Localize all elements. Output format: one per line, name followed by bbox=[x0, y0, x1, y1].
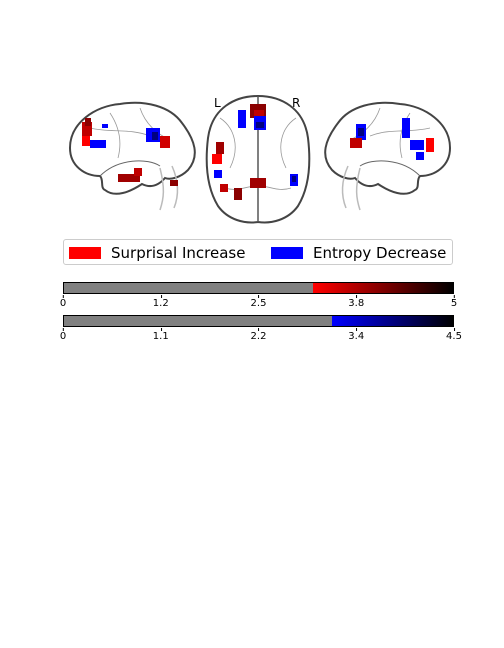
entropy-tick-label: 0 bbox=[59, 328, 67, 342]
sagittal-view-left bbox=[68, 101, 196, 211]
surprisal-tick-label: 2.5 bbox=[250, 295, 267, 309]
sagittal-view-right bbox=[324, 101, 452, 211]
entropy-tick-label: 3.4 bbox=[348, 328, 365, 342]
entropy-blobs-axial bbox=[214, 110, 298, 186]
legend: Surprisal Increase Entropy Decrease bbox=[63, 239, 453, 265]
surprisal-blobs-left bbox=[82, 118, 178, 186]
glass-brain-figure bbox=[68, 94, 452, 224]
entropy-blobs-right bbox=[356, 118, 424, 160]
legend-item-entropy: Entropy Decrease bbox=[271, 243, 446, 263]
legend-label-surprisal: Surprisal Increase bbox=[111, 244, 246, 262]
left-hemisphere-label: L bbox=[214, 96, 221, 110]
surprisal-tick-label: 0 bbox=[59, 295, 67, 309]
axial-view bbox=[205, 94, 311, 224]
entropy-tick-label: 4.5 bbox=[446, 328, 462, 342]
legend-label-entropy: Entropy Decrease bbox=[313, 244, 447, 262]
surprisal-tick-label: 5 bbox=[450, 295, 458, 309]
surprisal-tick-label: 1.2 bbox=[152, 295, 169, 309]
entropy-tick-label: 2.2 bbox=[250, 328, 267, 342]
right-hemisphere-label: R bbox=[292, 96, 301, 110]
surprisal-blobs-right bbox=[350, 138, 434, 152]
surprisal-colorbar bbox=[63, 282, 454, 294]
legend-item-surprisal: Surprisal Increase bbox=[69, 243, 245, 263]
surprisal-tick-label: 3.8 bbox=[348, 295, 365, 309]
legend-swatch-entropy bbox=[271, 247, 303, 259]
entropy-colorbar-ticks: 0 1.1 2.2 3.4 4.5 bbox=[59, 328, 462, 345]
surprisal-colorbar-ticks: 0 1.2 2.5 3.8 5 bbox=[59, 295, 458, 312]
legend-swatch-surprisal bbox=[69, 247, 101, 259]
entropy-tick-label: 1.1 bbox=[152, 328, 169, 342]
entropy-colorbar bbox=[63, 315, 454, 327]
entropy-blobs-left bbox=[90, 124, 160, 148]
